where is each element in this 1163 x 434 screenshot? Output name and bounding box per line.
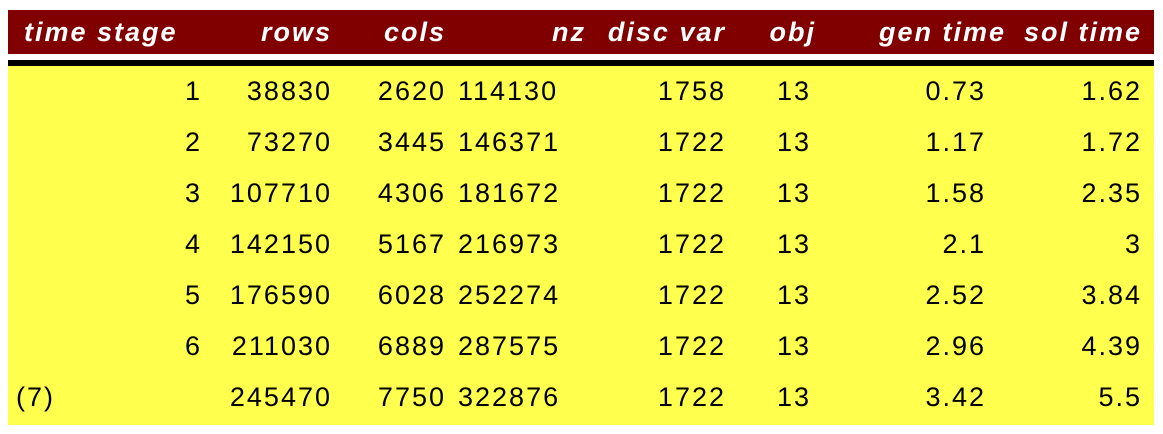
- cell-cols: 5167: [377, 229, 446, 259]
- cell-gen-time: 2.1: [942, 229, 986, 259]
- cell-cols: 7750: [377, 382, 446, 412]
- cell-obj: 13: [776, 178, 811, 208]
- cell-nz: 252274: [458, 280, 561, 310]
- cell-rows: 211030: [231, 331, 332, 361]
- cell-cols: 3445: [377, 127, 446, 157]
- header-time-stage: time stage: [24, 17, 178, 47]
- cell-stage: 6: [184, 331, 202, 361]
- cell-rows: 107710: [229, 178, 332, 208]
- cell-obj: 13: [776, 127, 811, 157]
- cell-disc-var: 1722: [657, 382, 726, 412]
- cell-obj: 13: [776, 229, 811, 259]
- table-body: 1 38830 2620 114130 1758 13 0.73 1.62 2 73270 3445…: [8, 66, 1154, 425]
- cell-sol-time: 3: [1124, 229, 1142, 259]
- cell-rows: 73270: [246, 127, 332, 157]
- cell-rows: 245470: [229, 382, 332, 412]
- cell-row-label: (7): [16, 382, 55, 412]
- cell-nz: 216973: [458, 229, 561, 259]
- cell-cols: 2620: [377, 76, 446, 106]
- cell-gen-time: 1.17: [925, 127, 986, 157]
- table-row: (7) 245470 7750 322876 1722 13 3.42 5.5: [8, 372, 1154, 423]
- cell-obj: 13: [776, 76, 811, 106]
- cell-gen-time: 3.42: [925, 382, 986, 412]
- cell-nz: 146371: [458, 127, 561, 157]
- table-header: time stage rows cols nz disc var obj gen…: [8, 10, 1154, 54]
- data-table: time stage rows cols nz disc var obj gen…: [8, 10, 1154, 425]
- header-rows: rows: [260, 17, 332, 47]
- cell-nz: 114130: [458, 76, 559, 106]
- cell-gen-time: 2.96: [925, 331, 986, 361]
- cell-stage: [24, 372, 202, 423]
- header-disc-var: disc var: [607, 17, 726, 47]
- cell-rows: 176590: [229, 280, 332, 310]
- cell-disc-var: 1722: [657, 229, 726, 259]
- cell-stage: 2: [184, 127, 202, 157]
- cell-nz: 322876: [458, 382, 561, 412]
- cell-obj: 13: [776, 331, 811, 361]
- cell-rows: 38830: [246, 76, 332, 106]
- header-cols: cols: [383, 17, 446, 47]
- table-row: 4 142150 5167 216973 1722 13 2.1 3: [8, 219, 1154, 270]
- header-gen-time: gen time: [878, 17, 1006, 47]
- cell-obj: 13: [776, 280, 811, 310]
- cell-disc-var: 1722: [657, 178, 726, 208]
- cell-gen-time: 2.52: [925, 280, 986, 310]
- cell-sol-time: 1.62: [1081, 76, 1142, 106]
- cell-nz: 287575: [458, 331, 561, 361]
- cell-sol-time: 2.35: [1081, 178, 1142, 208]
- cell-stage: 4: [184, 229, 202, 259]
- cell-sol-time: 3.84: [1081, 280, 1142, 310]
- cell-sol-time: 5.5: [1098, 382, 1142, 412]
- cell-disc-var: 1722: [657, 127, 726, 157]
- cell-cols: 4306: [377, 178, 446, 208]
- cell-disc-var: 1758: [657, 76, 726, 106]
- table-row: 2 73270 3445 146371 1722 13 1.17 1.72: [8, 117, 1154, 168]
- cell-disc-var: 1722: [657, 331, 726, 361]
- table-row: 5 176590 6028 252274 1722 13 2.52 3.84: [8, 270, 1154, 321]
- cell-gen-time: 1.58: [925, 178, 986, 208]
- cell-nz: 181672: [458, 178, 561, 208]
- header-nz: nz: [552, 17, 586, 47]
- table-row: 6 211030 6889 287575 1722 13 2.96 4.39: [8, 321, 1154, 372]
- cell-sol-time: 1.72: [1081, 127, 1142, 157]
- cell-disc-var: 1722: [657, 280, 726, 310]
- header-obj: obj: [769, 17, 816, 47]
- cell-rows: 142150: [229, 229, 332, 259]
- cell-stage: 5: [184, 280, 202, 310]
- cell-sol-time: 4.39: [1081, 331, 1142, 361]
- cell-stage: 3: [184, 178, 202, 208]
- cell-cols: 6028: [377, 280, 446, 310]
- header-sol-time: sol time: [1023, 17, 1142, 47]
- cell-gen-time: 0.73: [925, 76, 986, 106]
- table-row: 3 107710 4306 181672 1722 13 1.58 2.35: [8, 168, 1154, 219]
- cell-stage: 1: [184, 76, 202, 106]
- cell-obj: 13: [776, 382, 811, 412]
- header-divider: [8, 60, 1154, 66]
- table-row: 1 38830 2620 114130 1758 13 0.73 1.62: [8, 66, 1154, 117]
- cell-cols: 6889: [377, 331, 446, 361]
